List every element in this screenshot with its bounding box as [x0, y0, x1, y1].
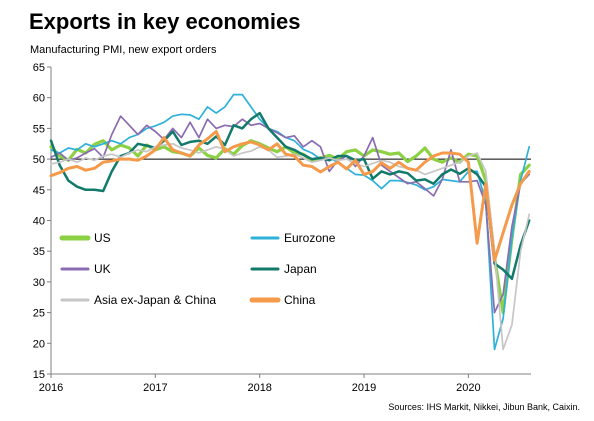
x-tick-label: 2016 — [39, 382, 63, 394]
legend-label: Eurozone — [284, 231, 336, 245]
series-line-japan — [49, 111, 531, 281]
y-tick-label: 55 — [33, 123, 45, 135]
legend-label: Asia ex-Japan & China — [94, 293, 216, 307]
y-tick-label: 25 — [33, 308, 45, 320]
y-tick-label: 35 — [33, 246, 45, 258]
legend-label: China — [284, 293, 316, 307]
y-tick-label: 40 — [33, 216, 45, 228]
series-line-uk — [50, 115, 531, 314]
chart-subtitle: Manufacturing PMI, new export orders — [30, 44, 217, 56]
y-tick-label: 20 — [33, 338, 45, 350]
y-tick-label: 15 — [33, 369, 45, 381]
chart-axes: 15 20 25 30 35 40 45 50 55 60 65 2016 2017 2018 2019 20… — [33, 62, 531, 394]
x-tick-label: 2017 — [143, 382, 167, 394]
y-tick-label: 65 — [33, 62, 45, 74]
y-tick-label: 60 — [33, 93, 45, 105]
chart-source-note: Sources: IHS Markit, Nikkei, Jibun Bank,… — [388, 402, 580, 412]
legend-label: UK — [94, 262, 111, 276]
y-tick-label: 50 — [33, 154, 45, 166]
series-line-china — [49, 130, 531, 262]
legend-label: Japan — [284, 262, 317, 276]
y-tick-label: 45 — [33, 185, 45, 197]
chart-title: Exports in key economies — [29, 9, 301, 34]
chart-series — [49, 93, 531, 351]
legend-label: US — [94, 231, 111, 245]
x-tick-label: 2018 — [247, 382, 271, 394]
series-line-eurozone — [50, 93, 531, 351]
x-tick-label: 2019 — [352, 382, 376, 394]
series-line-us — [49, 139, 531, 315]
y-tick-label: 30 — [33, 277, 45, 289]
chart-legend: US Eurozone UK Japan Asia ex-Japan & China Ch… — [59, 231, 336, 307]
x-tick-label: 2020 — [456, 382, 480, 394]
